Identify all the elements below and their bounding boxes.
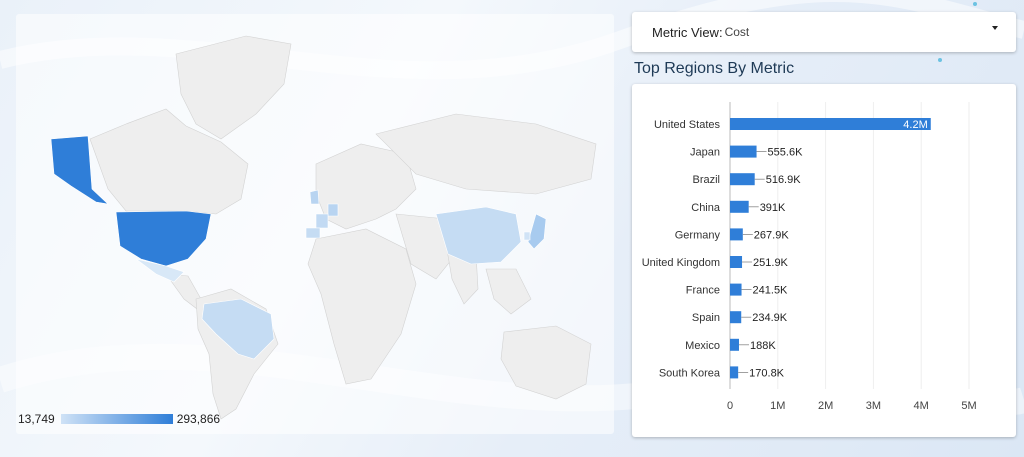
x-tick-label: 0 xyxy=(727,400,733,412)
map-region-mexico[interactable] xyxy=(135,258,185,283)
map-region-united-kingdom[interactable] xyxy=(309,189,320,205)
world-map[interactable] xyxy=(16,14,614,434)
map-legend: 13,749 293,866 xyxy=(16,410,220,428)
x-tick-label: 1M xyxy=(770,400,785,412)
map-region-china[interactable] xyxy=(435,206,522,265)
data-label: 251.9K xyxy=(753,257,789,269)
map-region-alaska[interactable] xyxy=(50,135,109,205)
category-label: United Kingdom xyxy=(642,257,720,269)
bar[interactable] xyxy=(730,228,743,241)
map-region-greenland[interactable] xyxy=(175,35,292,140)
metric-view-value: Cost xyxy=(724,25,750,39)
bar[interactable] xyxy=(730,256,743,268)
bar[interactable] xyxy=(730,173,755,186)
category-label: France xyxy=(686,285,720,297)
bar[interactable] xyxy=(730,338,739,351)
map-region-europe[interactable] xyxy=(315,143,417,230)
map-region-spain[interactable] xyxy=(305,227,321,239)
category-label: South Korea xyxy=(659,367,721,379)
category-label: Brazil xyxy=(692,174,720,186)
x-tick-label: 3M xyxy=(866,400,881,412)
data-label: 267.9K xyxy=(754,229,790,241)
map-region-united-states[interactable] xyxy=(115,210,212,267)
category-label: Germany xyxy=(675,229,721,241)
data-label: 555.6K xyxy=(768,147,804,159)
bar-chart: 0 1M 2M 3M 4M 5M United States 4.2M Japan 555.6K B… xyxy=(642,102,977,412)
data-label: 516.9K xyxy=(766,174,802,186)
category-label: Mexico xyxy=(685,340,720,352)
data-label: 234.9K xyxy=(752,312,788,324)
category-label: Spain xyxy=(692,312,720,324)
bar[interactable] xyxy=(730,118,931,130)
map-region-brazil[interactable] xyxy=(201,298,275,360)
metric-view-label: Metric View: xyxy=(652,24,723,40)
data-label: 4.2M xyxy=(903,119,927,131)
bar[interactable] xyxy=(730,200,749,213)
map-region-africa[interactable] xyxy=(307,228,417,385)
bar[interactable] xyxy=(730,145,757,158)
world-map-panel: 13,749 293,866 xyxy=(16,14,614,434)
x-tick-label: 2M xyxy=(818,400,833,412)
chart-title: Top Regions By Metric xyxy=(634,60,795,77)
category-label: United States xyxy=(654,119,721,131)
category-label: China xyxy=(691,202,721,214)
legend-min: 13,749 xyxy=(18,412,55,426)
map-region-southeast-asia[interactable] xyxy=(485,268,532,315)
bar-chart-card: 0 1M 2M 3M 4M 5M United States 4.2M Japan 555.6K B… xyxy=(632,84,1016,437)
map-region-france[interactable] xyxy=(315,213,329,229)
x-tick-label: 4M xyxy=(914,400,929,412)
data-label: 241.5K xyxy=(753,285,789,297)
legend-max: 293,866 xyxy=(176,412,221,426)
category-label: Japan xyxy=(690,147,720,159)
map-region-russia[interactable] xyxy=(375,113,597,195)
map-region-australia[interactable] xyxy=(500,325,592,400)
x-tick-label: 5M xyxy=(961,400,976,412)
data-label: 188K xyxy=(750,340,776,352)
legend-gradient xyxy=(60,414,173,424)
data-label: 391K xyxy=(760,202,786,214)
data-label: 170.8K xyxy=(749,367,785,379)
metric-view-dropdown[interactable]: Metric View: Cost xyxy=(632,12,1016,52)
map-region-south-korea[interactable] xyxy=(523,231,531,241)
chevron-down-icon[interactable] xyxy=(992,26,998,30)
bar[interactable] xyxy=(730,283,742,296)
bar[interactable] xyxy=(730,366,739,379)
bar[interactable] xyxy=(730,311,742,324)
map-region-germany[interactable] xyxy=(327,203,339,217)
map-region-japan[interactable] xyxy=(527,213,547,250)
map-region-canada[interactable] xyxy=(89,108,249,215)
